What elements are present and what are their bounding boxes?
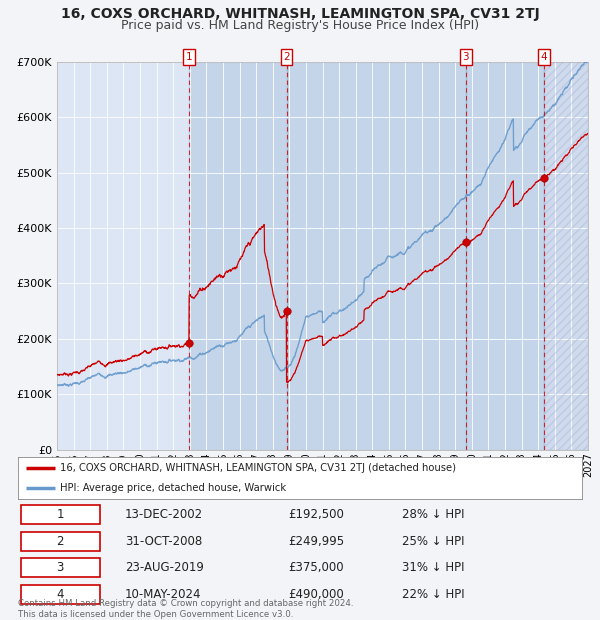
- Bar: [544, 62, 588, 450]
- Text: 16, COXS ORCHARD, WHITNASH, LEAMINGTON SPA, CV31 2TJ: 16, COXS ORCHARD, WHITNASH, LEAMINGTON S…: [61, 7, 539, 22]
- Text: 4: 4: [56, 588, 64, 601]
- Text: 3: 3: [463, 52, 469, 62]
- FancyBboxPatch shape: [21, 532, 100, 551]
- Text: 4: 4: [541, 52, 548, 62]
- Text: HPI: Average price, detached house, Warwick: HPI: Average price, detached house, Warw…: [60, 483, 286, 493]
- Text: 1: 1: [56, 508, 64, 521]
- Bar: [466, 62, 544, 450]
- Text: 10-MAY-2024: 10-MAY-2024: [125, 588, 202, 601]
- FancyBboxPatch shape: [21, 559, 100, 577]
- Text: 2: 2: [56, 535, 64, 547]
- Text: £490,000: £490,000: [289, 588, 344, 601]
- Text: 1: 1: [186, 52, 193, 62]
- Text: 2: 2: [283, 52, 290, 62]
- Text: £375,000: £375,000: [289, 562, 344, 574]
- Text: 16, COXS ORCHARD, WHITNASH, LEAMINGTON SPA, CV31 2TJ (detached house): 16, COXS ORCHARD, WHITNASH, LEAMINGTON S…: [60, 463, 457, 473]
- Text: 31-OCT-2008: 31-OCT-2008: [125, 535, 202, 547]
- Text: 31% ↓ HPI: 31% ↓ HPI: [401, 562, 464, 574]
- FancyBboxPatch shape: [21, 585, 100, 604]
- Text: 13-DEC-2002: 13-DEC-2002: [125, 508, 203, 521]
- Text: Contains HM Land Registry data © Crown copyright and database right 2024.
This d: Contains HM Land Registry data © Crown c…: [18, 600, 353, 619]
- Text: 28% ↓ HPI: 28% ↓ HPI: [401, 508, 464, 521]
- Text: 3: 3: [56, 562, 64, 574]
- Text: £249,995: £249,995: [289, 535, 345, 547]
- Text: Price paid vs. HM Land Registry's House Price Index (HPI): Price paid vs. HM Land Registry's House …: [121, 19, 479, 32]
- Text: 22% ↓ HPI: 22% ↓ HPI: [401, 588, 464, 601]
- Bar: [189, 62, 287, 450]
- Text: £192,500: £192,500: [289, 508, 344, 521]
- FancyBboxPatch shape: [21, 505, 100, 524]
- Bar: [287, 62, 466, 450]
- Text: 25% ↓ HPI: 25% ↓ HPI: [401, 535, 464, 547]
- Text: 23-AUG-2019: 23-AUG-2019: [125, 562, 204, 574]
